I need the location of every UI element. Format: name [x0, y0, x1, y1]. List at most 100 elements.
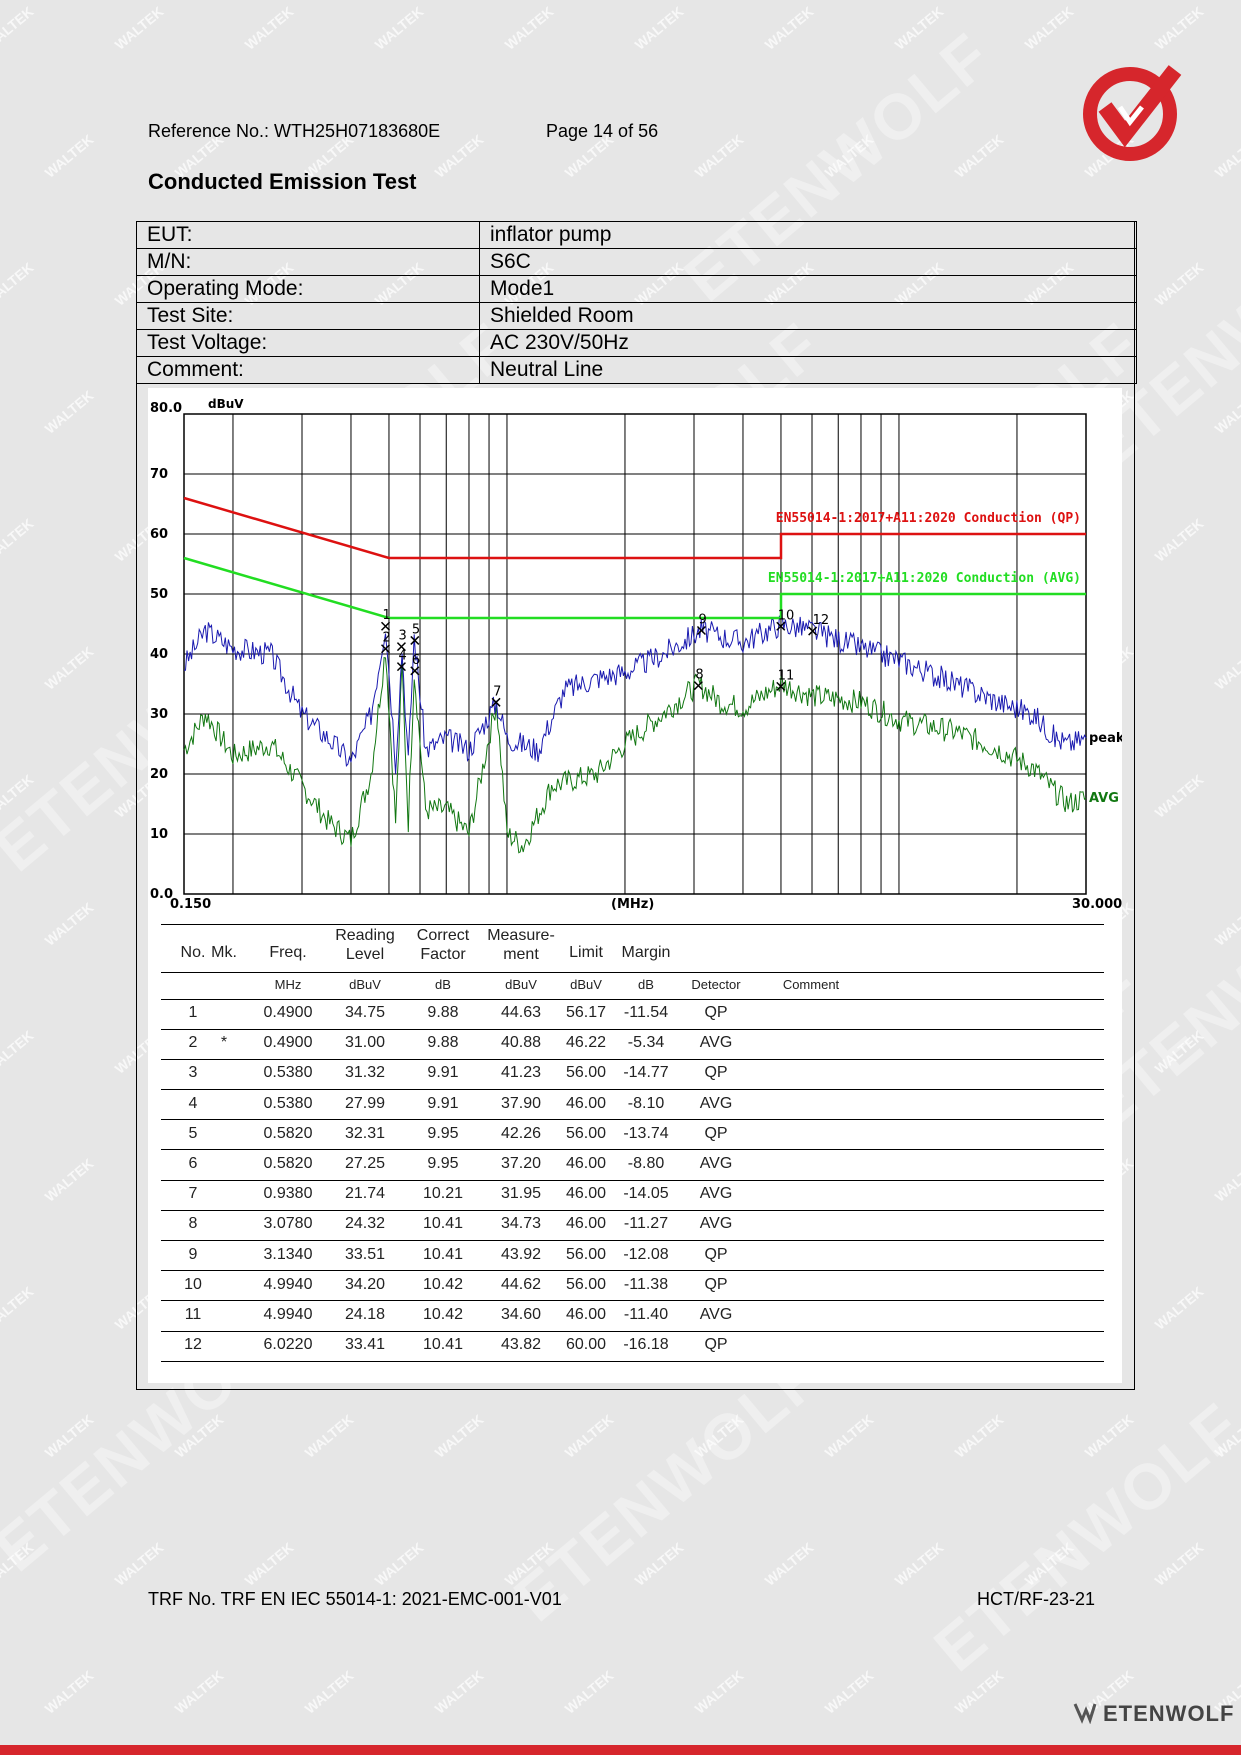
table-cell: 56.00 [565, 1064, 607, 1082]
table-cell: -11.38 [623, 1275, 669, 1293]
table-cell: 4.9940 [263, 1275, 313, 1293]
watermark-text: WALTEK [1151, 1027, 1207, 1077]
watermark-text: WALTEK [951, 1411, 1007, 1461]
table-cell: 9.88 [427, 1034, 459, 1052]
table-cell: 33.41 [344, 1336, 386, 1354]
watermark-text: WALTEK [691, 1667, 747, 1717]
info-row: Operating Mode: Mode1 [136, 275, 1137, 303]
table-cell: 34.75 [344, 1004, 386, 1021]
table-cell: 9.88 [427, 1004, 459, 1021]
row-rule [161, 1270, 1104, 1272]
watermark-text: WALTEK [761, 1539, 817, 1589]
table-cell: 43.82 [500, 1336, 542, 1354]
unit-header: Detector [691, 977, 741, 992]
watermark-text: WALTEK [241, 3, 297, 53]
table-cell: 33.51 [344, 1245, 386, 1263]
row-rule [161, 1028, 1104, 1030]
watermark-text: WALTEK [1151, 1539, 1207, 1589]
info-label: EUT: [136, 221, 480, 249]
watermark-text: WALTEK [41, 899, 97, 949]
table-cell: QP [704, 1124, 728, 1142]
watermark-text: WALTEK [951, 1667, 1007, 1717]
avg-series-label: AVG [1089, 791, 1119, 806]
watermark-text: WALTEK [0, 771, 37, 821]
unit-header: dBuV [570, 977, 602, 992]
watermark-text: WALTEK [1151, 259, 1207, 309]
unit-rule [161, 999, 1104, 1000]
table-cell: AVG [699, 1155, 733, 1172]
table-cell: AVG [699, 1215, 733, 1233]
y-tick-label: 60 [150, 527, 168, 542]
watermark-text: WALTEK [891, 1539, 947, 1589]
watermark-text: WALTEK [1151, 1283, 1207, 1333]
table-cell: -14.05 [623, 1185, 669, 1203]
watermark-text: WALTEK [891, 3, 947, 53]
info-value: AC 230V/50Hz [479, 329, 1137, 357]
marker-x [491, 697, 501, 707]
peak-series-label: peak [1089, 731, 1122, 746]
table-cell: 9.91 [427, 1064, 459, 1082]
row-rule [161, 1088, 1104, 1090]
y-tick-label: 70 [150, 467, 168, 482]
table-cell: AVG [699, 1306, 733, 1323]
emission-chart: 80.0 70 60 50 40 30 20 10 0.0 dBuV 0.150 30.000 (MHz… [150, 397, 1122, 912]
row-rule [161, 1119, 1104, 1121]
row-rule [161, 1360, 1104, 1362]
table-cell: 9 [188, 1245, 198, 1263]
watermark-text: WALTEK [171, 1667, 227, 1717]
table-cell: 56.00 [565, 1124, 607, 1142]
info-row: EUT: inflator pump [136, 221, 1137, 249]
y-tick-label: 20 [150, 767, 168, 782]
table-cell: -8.10 [627, 1094, 665, 1112]
table-cell: 46.00 [565, 1306, 607, 1323]
table-cell: 37.90 [500, 1094, 542, 1112]
table-cell: 4.9940 [263, 1306, 313, 1323]
watermark-text: WALTEK [0, 259, 37, 309]
table-cell: 46.00 [565, 1155, 607, 1172]
table-cell: 9.95 [427, 1155, 459, 1172]
avg-trace [183, 656, 1087, 854]
header-rule [161, 972, 1104, 973]
marker-label: 12 [813, 613, 830, 628]
watermark-text: WALTEK [631, 1539, 687, 1589]
watermark-text: WALTEK [1021, 1539, 1077, 1589]
info-label: Test Site: [136, 302, 480, 330]
table-cell: 10.21 [422, 1185, 464, 1203]
table-cell: -11.40 [623, 1306, 669, 1323]
watermark-text: WALTEK [41, 1155, 97, 1205]
table-cell: 46.00 [565, 1094, 607, 1112]
table-cell: 9.95 [427, 1124, 459, 1142]
table-cell: 0.4900 [263, 1034, 313, 1052]
table-cell: 44.63 [500, 1004, 542, 1021]
table-cell: 56.00 [565, 1275, 607, 1293]
table-cell: 4 [188, 1094, 198, 1112]
table-cell: 2 [188, 1034, 198, 1052]
watermark-text: WALTEK [1021, 3, 1077, 53]
marker-x [396, 662, 406, 672]
footer-bar [0, 1745, 1241, 1755]
table-cell: 3.1340 [263, 1245, 313, 1263]
test-info-table: EUT: inflator pump M/N: S6C Operating Mode: M… [136, 221, 1137, 384]
table-cell: QP [704, 1004, 728, 1021]
unit-header: Comment [782, 977, 840, 992]
watermark-text: WALTEK [691, 131, 747, 181]
table-cell: QP [704, 1064, 728, 1082]
watermark-text: WALTEK [501, 1539, 557, 1589]
watermark-text: WALTEK [0, 1027, 37, 1077]
table-cell: 24.18 [344, 1306, 386, 1323]
row-rule [161, 1209, 1104, 1211]
table-cell: 31.95 [500, 1185, 542, 1203]
info-value: Shielded Room [479, 302, 1137, 330]
row-rule [161, 1149, 1104, 1151]
table-cell: 11 [184, 1306, 202, 1323]
table-cell: 24.32 [344, 1215, 386, 1233]
table-cell: 12 [184, 1336, 202, 1354]
watermark-text: WALTEK [241, 1539, 297, 1589]
table-header: Freq. [269, 944, 307, 961]
x-tick-label: 0.150 [170, 897, 211, 912]
y-tick-label: 40 [150, 647, 168, 662]
watermark-text: WALTEK [111, 3, 167, 53]
watermark-text: WALTEK [371, 1539, 427, 1589]
watermark-text: WALTEK [431, 1411, 487, 1461]
watermark-text: WALTEK [0, 1539, 37, 1589]
